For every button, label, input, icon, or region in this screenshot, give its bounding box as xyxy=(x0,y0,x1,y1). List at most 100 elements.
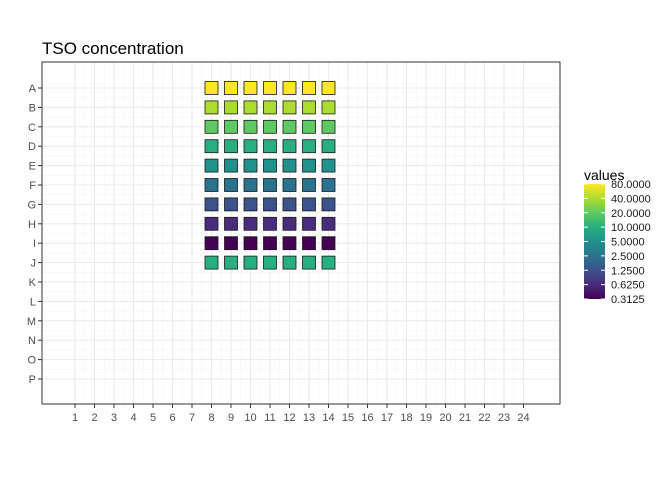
x-tick-label: 7 xyxy=(189,412,195,424)
x-tick-label: 24 xyxy=(517,412,529,424)
legend-tick-label: 80.0000 xyxy=(611,179,651,191)
well-D10 xyxy=(243,139,258,154)
well-A9 xyxy=(224,81,238,95)
well-C13 xyxy=(302,119,316,134)
well-J13 xyxy=(302,255,316,270)
x-tick-label: 21 xyxy=(459,412,471,424)
well-E11 xyxy=(263,158,277,173)
well-H9 xyxy=(224,216,238,231)
legend-tick-label: 20.0000 xyxy=(611,208,651,220)
well-I8 xyxy=(204,236,219,251)
x-tick-label: 15 xyxy=(342,412,354,424)
well-H8 xyxy=(204,216,219,231)
legend-tick-label: 0.3125 xyxy=(611,294,645,306)
x-tick-label: 11 xyxy=(264,412,275,424)
well-D13 xyxy=(302,139,316,154)
well-I14 xyxy=(321,236,336,251)
x-tick-label: 5 xyxy=(150,412,156,424)
well-E13 xyxy=(302,158,316,173)
x-tick-label: 9 xyxy=(228,412,234,424)
well-C14 xyxy=(321,119,336,134)
well-G11 xyxy=(263,197,277,212)
x-tick-label: 8 xyxy=(208,412,214,424)
y-tick-label: J xyxy=(31,258,37,270)
well-H14 xyxy=(321,216,336,231)
well-J8 xyxy=(204,255,219,270)
well-F13 xyxy=(302,178,316,192)
x-tick-label: 14 xyxy=(322,412,334,424)
well-D12 xyxy=(282,139,297,154)
well-J11 xyxy=(263,255,277,270)
well-B10 xyxy=(243,100,258,115)
well-A13 xyxy=(302,81,316,95)
x-axis: 1 2 3 4 5 6 7 8 9 10 11 12 13 14 15 16 17 18 19 20 21 22 23 24 xyxy=(72,404,530,424)
x-tick-label: 10 xyxy=(244,412,256,424)
well-D9 xyxy=(224,139,238,154)
well-E9 xyxy=(224,158,238,173)
well-I10 xyxy=(243,236,258,251)
chart-title: TSO concentration xyxy=(42,39,184,58)
well-G10 xyxy=(243,197,258,212)
y-tick-label: I xyxy=(33,238,36,250)
plot-border xyxy=(41,61,561,405)
x-tick-label: 13 xyxy=(303,412,315,424)
well-A14 xyxy=(321,81,336,95)
y-tick-label: D xyxy=(28,141,36,153)
well-C11 xyxy=(263,119,277,134)
well-E12 xyxy=(282,158,297,173)
well-E10 xyxy=(243,158,258,173)
x-tick-label: 23 xyxy=(498,412,510,424)
well-C9 xyxy=(224,119,238,134)
well-C8 xyxy=(204,119,219,134)
well-D14 xyxy=(321,139,336,154)
well-B13 xyxy=(302,100,316,115)
x-tick-label: 4 xyxy=(130,412,136,424)
y-tick-label: H xyxy=(28,219,36,231)
legend-tick-label: 1.2500 xyxy=(611,265,645,277)
well-E14 xyxy=(321,158,336,173)
well-H10 xyxy=(243,216,258,231)
y-tick-label: A xyxy=(29,83,37,95)
y-tick-label: B xyxy=(29,102,36,114)
well-D11 xyxy=(263,139,277,154)
well-G8 xyxy=(204,197,219,212)
legend-ticks: 80.0000 40.0000 20.0000 10.0000 5.0000 2.5000… xyxy=(584,179,651,306)
well-F11 xyxy=(263,178,277,192)
well-F8 xyxy=(204,178,219,192)
plate-wells xyxy=(204,81,336,270)
x-tick-label: 3 xyxy=(111,412,117,424)
well-A11 xyxy=(263,81,277,95)
x-tick-label: 1 xyxy=(72,412,78,424)
legend-tick-label: 40.0000 xyxy=(611,193,651,205)
legend-tick-label: 5.0000 xyxy=(611,237,645,249)
y-tick-label: E xyxy=(29,161,36,173)
well-G12 xyxy=(282,197,297,212)
well-G14 xyxy=(321,197,336,212)
plot-grid xyxy=(42,62,560,404)
y-tick-label: M xyxy=(27,316,36,328)
y-tick-label: F xyxy=(29,180,36,192)
x-tick-label: 22 xyxy=(478,412,490,424)
well-A10 xyxy=(243,81,258,95)
well-G9 xyxy=(224,197,238,212)
x-tick-label: 6 xyxy=(169,412,175,424)
well-F9 xyxy=(224,178,238,192)
y-tick-label: G xyxy=(27,199,36,211)
well-J9 xyxy=(224,255,238,270)
well-E8 xyxy=(204,158,219,173)
x-tick-label: 16 xyxy=(361,412,373,424)
y-tick-label: N xyxy=(28,335,36,347)
well-H13 xyxy=(302,216,316,231)
y-tick-label: K xyxy=(29,277,37,289)
well-J12 xyxy=(282,255,297,270)
legend-colorbar xyxy=(584,184,605,299)
well-F12 xyxy=(282,178,297,192)
well-J10 xyxy=(243,255,258,270)
y-tick-label: C xyxy=(28,122,36,134)
well-I12 xyxy=(282,236,297,251)
well-H12 xyxy=(282,216,297,231)
x-tick-label: 2 xyxy=(91,412,97,424)
well-D8 xyxy=(204,139,219,154)
